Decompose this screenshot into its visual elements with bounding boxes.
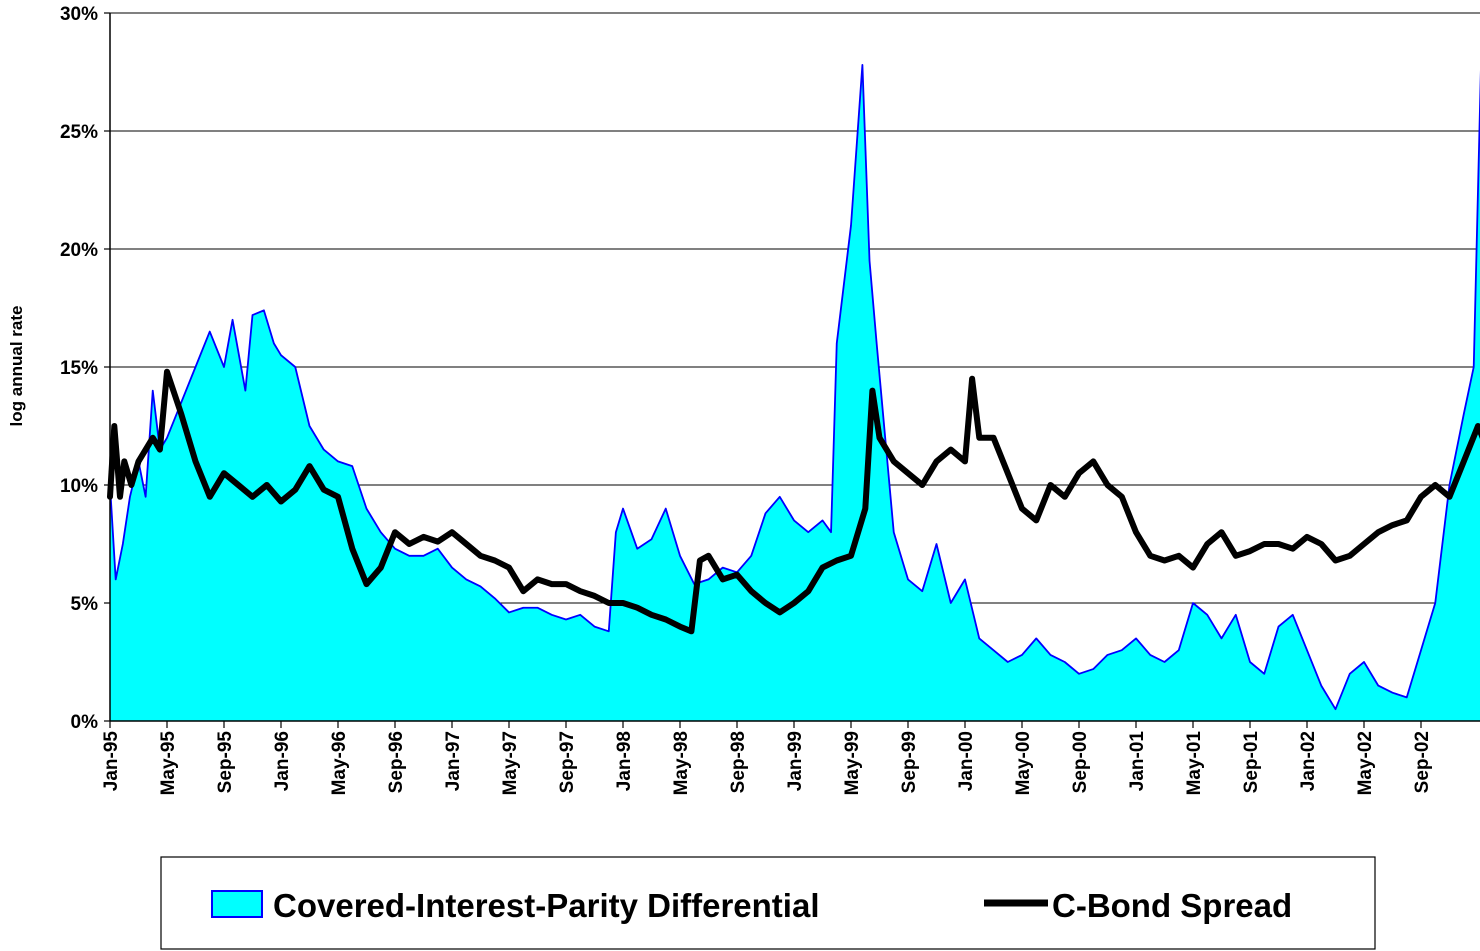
y-tick-label-4: 20% [60, 240, 98, 261]
y-tick-labels: 0% 5% 10% 15% 20% 25% 30% [60, 4, 110, 733]
x-tick-label-9: Jan-98 [614, 731, 635, 791]
x-tick-label-11: Sep-98 [728, 731, 749, 793]
cip-area-series [109, 64, 1480, 721]
x-tick-label-22: May-02 [1355, 731, 1376, 795]
x-tick-label-10: May-98 [671, 731, 692, 795]
y-tick-label-5: 25% [60, 122, 98, 143]
y-tick-label-0: 0% [71, 712, 99, 733]
x-tick-label-18: Jan-01 [1127, 731, 1148, 792]
x-tick-label-7: May-97 [500, 731, 521, 795]
x-tick-label-17: Sep-00 [1070, 731, 1091, 793]
legend-swatch-cip [211, 890, 263, 918]
cbond-line-series [107, 368, 1480, 635]
x-tick-label-16: May-00 [1013, 731, 1034, 795]
x-tick-label-3: Jan-96 [272, 731, 293, 791]
x-tick-label-14: Sep-99 [899, 731, 920, 793]
x-tick-label-19: May-01 [1184, 731, 1205, 796]
x-tick-label-5: Sep-96 [386, 731, 407, 793]
y-tick-label-2: 10% [60, 476, 98, 497]
legend-label-cip: Covered-Interest-Parity Differential [273, 887, 819, 924]
x-tick-label-13: May-99 [842, 731, 863, 795]
x-tick-label-2: Sep-95 [215, 731, 236, 794]
x-tick-label-8: Sep-97 [557, 731, 578, 793]
x-tick-labels: Jan-95 May-95 Sep-95 Jan-96 May-96 Sep-96 Jan-… [101, 721, 1433, 795]
legend: Covered-Interest-Parity Differential C-B… [160, 856, 1376, 950]
cbond-spread-line [107, 368, 1480, 635]
y-tick-label-1: 5% [71, 594, 99, 615]
x-tick-label-1: May-95 [158, 731, 179, 796]
legend-label-cbond: C-Bond Spread [1052, 887, 1292, 924]
x-tick-label-6: Jan-97 [443, 731, 464, 791]
y-axis-label: log annual rate [7, 306, 26, 427]
x-tick-label-15: Jan-00 [956, 731, 977, 791]
x-tick-label-4: May-96 [329, 731, 350, 795]
cip-area-outline [109, 64, 1480, 711]
x-tick-label-23: Sep-02 [1412, 731, 1433, 793]
x-tick-label-12: Jan-99 [785, 731, 806, 791]
y-tick-label-6: 30% [60, 4, 98, 25]
x-tick-label-20: Sep-01 [1241, 731, 1262, 794]
x-tick-label-21: Jan-02 [1298, 731, 1319, 791]
x-tick-label-0: Jan-95 [101, 731, 122, 792]
cip-area-fill [110, 64, 1480, 721]
y-tick-label-3: 15% [60, 358, 98, 379]
legend-box [160, 856, 1376, 950]
